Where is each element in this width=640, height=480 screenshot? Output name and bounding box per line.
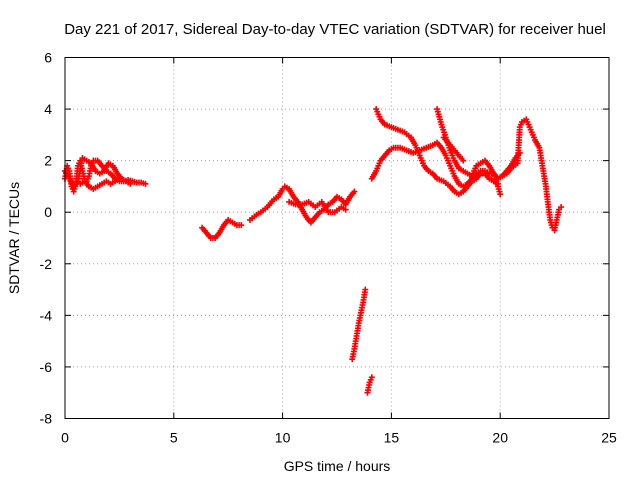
data-point bbox=[497, 191, 504, 198]
y-axis-label: SDTVAR / TECUs bbox=[6, 182, 22, 294]
grid-lines bbox=[65, 57, 609, 419]
x-axis-label: GPS time / hours bbox=[284, 458, 391, 474]
x-tick-label: 15 bbox=[384, 430, 400, 446]
x-tick-label: 0 bbox=[61, 430, 69, 446]
x-tick-label: 20 bbox=[492, 430, 508, 446]
plot-frame bbox=[64, 57, 610, 419]
x-tick-label: 10 bbox=[275, 430, 291, 446]
data-point bbox=[368, 374, 375, 381]
data-segment bbox=[499, 116, 565, 234]
x-tick-labels: 0 5 10 15 20 25 bbox=[61, 430, 617, 446]
data-point bbox=[142, 180, 149, 187]
data-segment bbox=[77, 175, 123, 193]
x-tick-label: 5 bbox=[170, 430, 178, 446]
data-point bbox=[116, 175, 123, 182]
data-point bbox=[127, 180, 134, 187]
y-tick-label: -2 bbox=[40, 256, 53, 272]
data-segment bbox=[199, 216, 245, 241]
chart-title: Day 221 of 2017, Sidereal Day-to-day VTE… bbox=[64, 21, 606, 38]
data-segment bbox=[246, 183, 358, 226]
data-segment bbox=[286, 198, 349, 216]
x-tick-label: 25 bbox=[601, 430, 617, 446]
data-segment bbox=[349, 286, 369, 363]
y-tick-label: -4 bbox=[40, 307, 53, 323]
data-segment bbox=[373, 106, 502, 198]
data-segment bbox=[434, 106, 504, 198]
data-point bbox=[460, 157, 467, 164]
y-tick-label: -8 bbox=[40, 411, 53, 427]
y-tick-label: 6 bbox=[44, 50, 52, 66]
data-segment bbox=[62, 157, 149, 195]
data-point bbox=[558, 204, 565, 211]
data-point bbox=[238, 222, 245, 229]
axis-ticks bbox=[64, 57, 610, 419]
y-tick-labels: -8 -6 -4 -2 0 2 4 6 bbox=[40, 50, 53, 427]
data-points bbox=[62, 106, 565, 396]
y-tick-label: -6 bbox=[40, 359, 53, 375]
data-point bbox=[342, 206, 349, 213]
y-tick-label: 2 bbox=[44, 153, 52, 169]
y-tick-label: 0 bbox=[44, 204, 52, 220]
data-segment bbox=[440, 134, 467, 164]
y-tick-label: 4 bbox=[44, 101, 52, 117]
data-segment bbox=[364, 374, 375, 396]
data-point bbox=[362, 286, 369, 293]
data-point bbox=[351, 188, 358, 195]
